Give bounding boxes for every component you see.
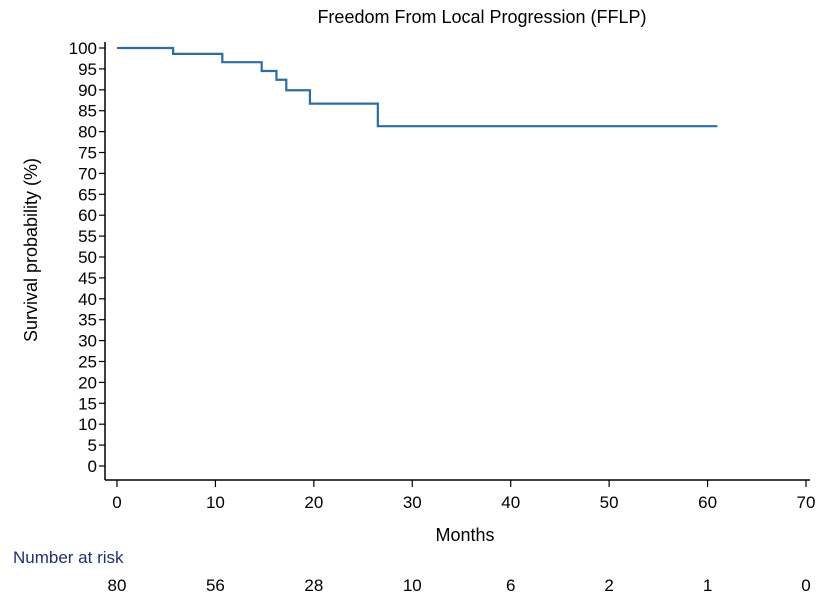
risk-count: 56 [206, 576, 225, 595]
risk-count: 6 [506, 576, 515, 595]
y-tick-label: 85 [78, 102, 97, 121]
y-tick-label: 25 [78, 353, 97, 372]
chart-title: Freedom From Local Progression (FFLP) [317, 7, 646, 27]
y-tick-label: 10 [78, 415, 97, 434]
x-axis-ticks: 0 10 20 30 40 50 60 70 [112, 480, 815, 512]
y-tick-label: 65 [78, 185, 97, 204]
survival-curve [117, 46, 718, 128]
x-tick-label: 10 [206, 493, 225, 512]
y-tick-label: 40 [78, 290, 97, 309]
x-tick-label: 40 [501, 493, 520, 512]
risk-count: 2 [604, 576, 613, 595]
y-tick-label: 50 [78, 248, 97, 267]
y-tick-label: 75 [78, 144, 97, 163]
y-tick-label: 60 [78, 206, 97, 225]
risk-table-values: 80 56 28 10 6 2 1 0 [108, 576, 811, 595]
x-tick-label: 50 [600, 493, 619, 512]
y-tick-label: 15 [78, 394, 97, 413]
y-tick-label: 95 [78, 60, 97, 79]
y-tick-label: 90 [78, 81, 97, 100]
x-tick-label: 70 [797, 493, 816, 512]
y-tick-label: 100 [69, 39, 97, 58]
x-tick-label: 20 [304, 493, 323, 512]
y-tick-label: 35 [78, 311, 97, 330]
risk-count: 0 [801, 576, 810, 595]
y-tick-label: 0 [88, 457, 97, 476]
risk-count: 1 [703, 576, 712, 595]
x-tick-label: 30 [403, 493, 422, 512]
y-tick-label: 55 [78, 227, 97, 246]
y-tick-label: 5 [88, 436, 97, 455]
risk-count: 28 [304, 576, 323, 595]
y-tick-label: 45 [78, 269, 97, 288]
x-axis-label: Months [435, 525, 494, 545]
risk-count: 80 [108, 576, 127, 595]
risk-table-title: Number at risk [13, 548, 124, 567]
y-axis-label: Survival probability (%) [21, 158, 41, 342]
x-tick-label: 60 [698, 493, 717, 512]
y-tick-label: 20 [78, 373, 97, 392]
x-tick-label: 0 [112, 493, 121, 512]
y-tick-label: 80 [78, 123, 97, 142]
risk-count: 10 [403, 576, 422, 595]
y-tick-label: 70 [78, 164, 97, 183]
y-tick-label: 30 [78, 332, 97, 351]
